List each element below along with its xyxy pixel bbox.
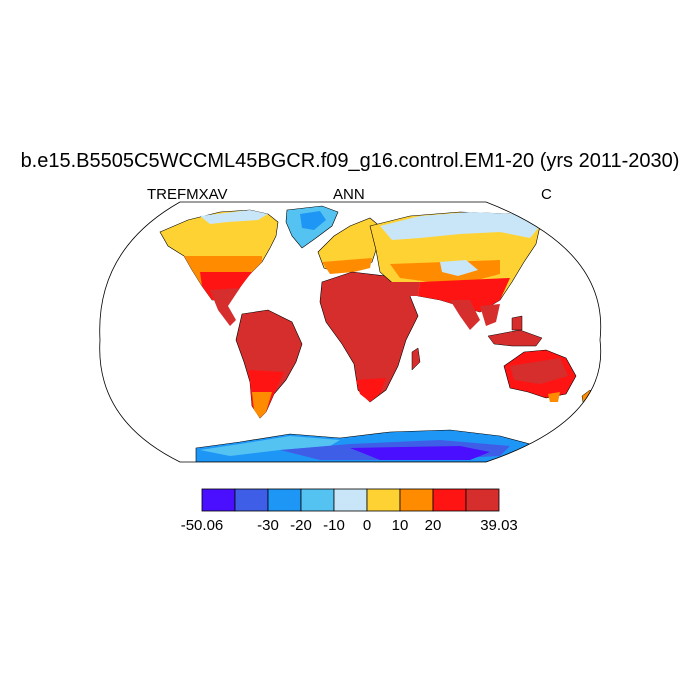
units-label: C [541, 186, 552, 203]
colorbar-swatch [201, 488, 236, 512]
colorbar-tick-label: -50.06 [181, 517, 224, 534]
colorbar-swatch [300, 488, 335, 512]
colorbar-tick-label: 10 [392, 517, 409, 534]
colorbar-swatch [267, 488, 302, 512]
colorbar-swatch [432, 488, 467, 512]
colorbar-swatch [399, 488, 434, 512]
colorbar-tick-label: -20 [290, 517, 312, 534]
colorbar-swatch [366, 488, 401, 512]
colorbar-swatch [465, 488, 500, 512]
colorbar-tick-label: 20 [425, 517, 442, 534]
map-boundary [99, 201, 602, 463]
colorbar-tick-label: -30 [257, 517, 279, 534]
variable-label: TREFMXAV [147, 186, 228, 203]
colorbar-tick-label: 0 [363, 517, 371, 534]
colorbar-swatch [234, 488, 269, 512]
colorbar-swatch [333, 488, 368, 512]
plot-title: b.e15.B5505C5WCCML45BGCR.f09_g16.control… [20, 150, 680, 172]
season-label: ANN [333, 186, 365, 203]
colorbar-tick-label: 39.03 [480, 517, 518, 534]
colorbar-tick-label: -10 [323, 517, 345, 534]
